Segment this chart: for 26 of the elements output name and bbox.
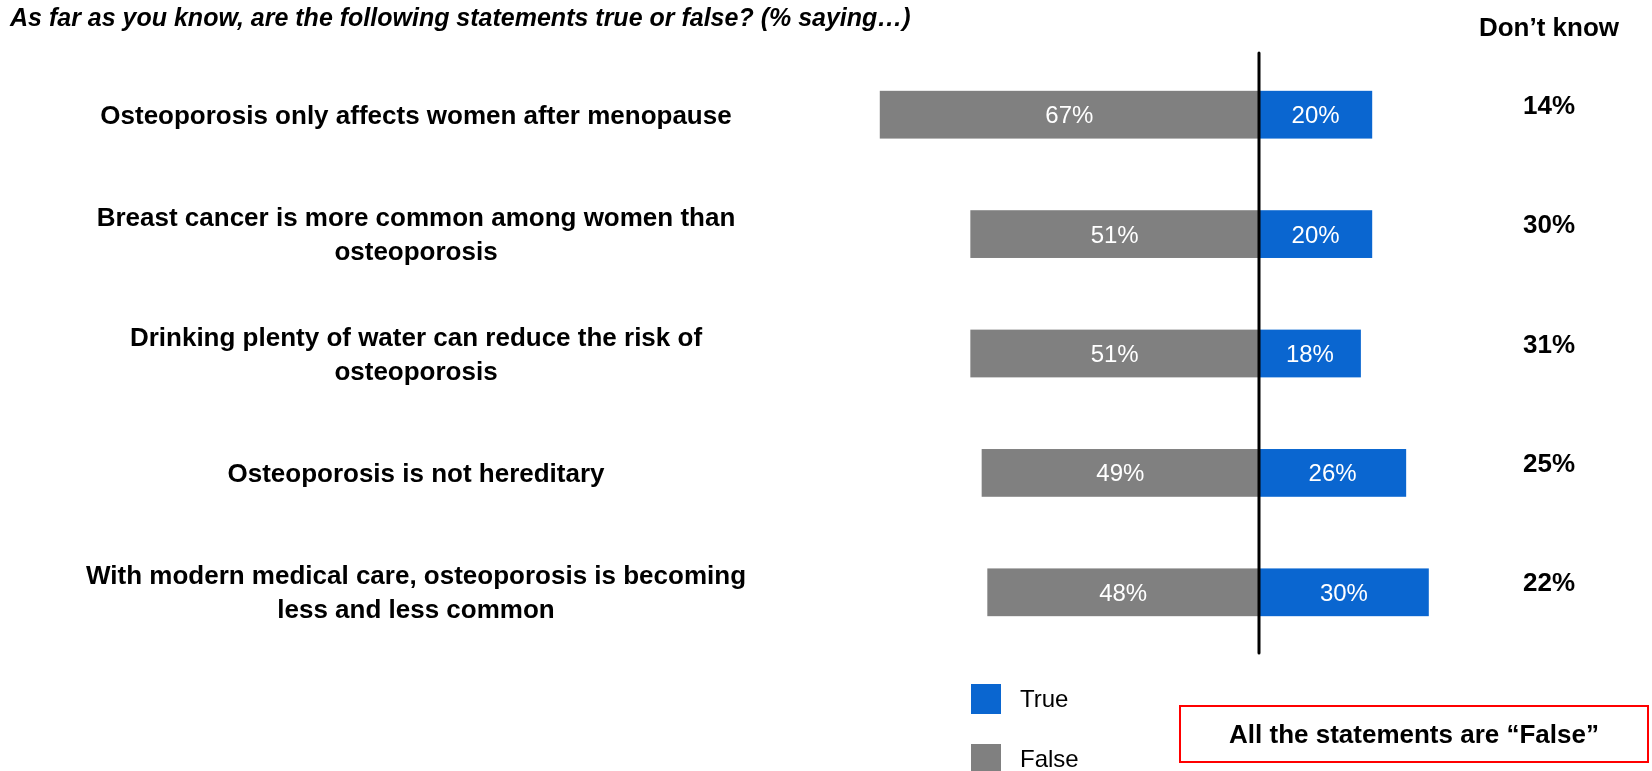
text: 25% <box>1522 448 1576 478</box>
text: As far as you know, are the following statements true or false? (% saying…) <box>9 3 911 31</box>
y-tick-label: Osteoporosis is not hereditary <box>227 458 606 488</box>
text: 14% <box>1522 89 1576 120</box>
data-label: 18% <box>1285 339 1334 367</box>
legend-label: False <box>1020 745 1079 771</box>
data-label: 26% <box>1308 459 1357 487</box>
data-label: 20% <box>1291 220 1340 248</box>
data-label: 67% <box>1045 101 1094 129</box>
y-tick-label: Osteoporosis only affects women after menopause <box>100 99 732 130</box>
data-label: 51% <box>1090 220 1139 248</box>
y-tick-label: Breast cancer is more common among women than osteoporosis <box>96 202 736 267</box>
data-label: 30% <box>1319 578 1368 606</box>
data-label: 48% <box>1099 578 1148 606</box>
text: All the statements are “False” <box>1229 719 1599 750</box>
text: 31% <box>1522 328 1576 359</box>
y-tick-label: Drinking plenty of water can reduce the risk of osteoporosis <box>129 321 703 386</box>
text: 30% <box>1522 209 1576 240</box>
text: 22% <box>1522 567 1576 598</box>
bar <box>1259 90 1373 139</box>
legend-label: True <box>1020 685 1069 713</box>
data-label: 20% <box>1291 101 1340 129</box>
y-tick-label: With modern medical care, osteoporosis is becoming less and less common <box>85 560 747 625</box>
data-label: 51% <box>1090 339 1139 367</box>
data-label: 49% <box>1096 459 1145 487</box>
text: Don’t know <box>1478 12 1620 42</box>
